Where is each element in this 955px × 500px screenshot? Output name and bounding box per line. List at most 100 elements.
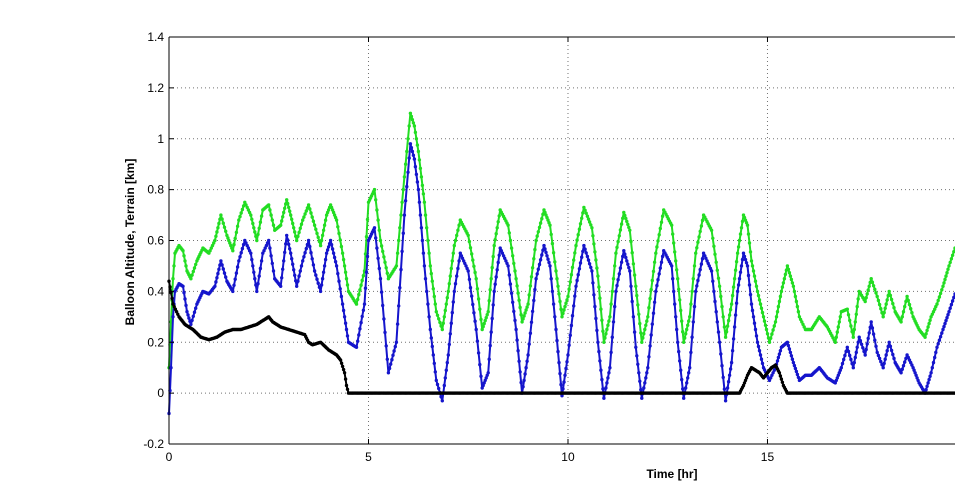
data-point	[846, 313, 851, 317]
data-point	[232, 283, 236, 287]
data-point	[873, 287, 877, 291]
data-point	[240, 207, 245, 212]
data-point	[549, 277, 553, 281]
data-point	[629, 284, 633, 288]
data-point	[758, 302, 763, 306]
data-point	[391, 353, 395, 357]
data-point	[358, 327, 362, 331]
data-point	[382, 317, 386, 321]
data-point	[333, 260, 338, 264]
data-point	[337, 279, 341, 283]
data-point	[253, 277, 257, 281]
data-point	[660, 254, 665, 259]
data-point	[673, 302, 677, 306]
data-point	[301, 218, 305, 222]
data-point	[423, 213, 428, 217]
data-point	[217, 221, 221, 226]
data-point	[611, 320, 616, 324]
data-point	[889, 348, 894, 353]
data-point	[270, 218, 274, 222]
data-point	[726, 318, 731, 323]
data-point	[239, 251, 243, 255]
data-point	[778, 294, 783, 299]
data-point	[846, 349, 851, 354]
data-point	[474, 327, 478, 332]
data-point	[767, 340, 772, 344]
data-point	[221, 267, 225, 271]
data-point	[870, 326, 875, 330]
data-point	[407, 156, 411, 160]
data-point	[651, 269, 656, 274]
data-point	[730, 349, 735, 353]
data-point	[221, 221, 225, 225]
data-point	[793, 366, 798, 371]
data-point	[466, 233, 470, 238]
data-point	[409, 114, 414, 119]
data-point	[746, 232, 751, 236]
data-point	[181, 284, 185, 288]
data-point	[455, 274, 459, 278]
data-point	[774, 315, 779, 319]
data-point	[754, 334, 759, 338]
data-point	[519, 380, 523, 385]
data-point	[310, 215, 314, 219]
data-point	[584, 251, 588, 255]
data-point	[311, 263, 316, 267]
data-point	[943, 277, 947, 282]
data-point	[534, 277, 538, 281]
data-point	[183, 297, 187, 301]
data-point	[405, 184, 409, 189]
data-point	[593, 250, 597, 254]
data-point	[342, 264, 347, 268]
data-point	[400, 200, 404, 204]
data-point	[310, 257, 314, 261]
data-point	[493, 282, 497, 286]
data-point	[291, 262, 295, 266]
data-point	[565, 360, 569, 364]
data-point	[285, 198, 289, 202]
data-point	[475, 287, 480, 291]
data-point	[549, 232, 553, 237]
data-point	[852, 327, 856, 332]
y-axis-label: Balloon Altitude, Terrain [km]	[123, 159, 137, 326]
data-point	[927, 321, 931, 326]
data-point	[910, 363, 914, 367]
data-point	[339, 294, 344, 299]
data-point	[626, 222, 630, 227]
data-point	[775, 310, 780, 314]
series-2	[167, 279, 955, 395]
data-point	[937, 338, 942, 342]
data-point	[592, 293, 596, 297]
data-point	[682, 396, 686, 400]
data-point	[691, 277, 695, 281]
data-point	[418, 213, 423, 217]
data-point	[292, 268, 296, 272]
data-point	[365, 254, 370, 259]
data-point	[656, 278, 660, 282]
data-point	[415, 143, 420, 147]
data-point	[565, 298, 569, 302]
data-point	[296, 279, 300, 283]
data-point	[566, 353, 570, 357]
data-point	[577, 267, 582, 271]
data-point	[949, 302, 954, 307]
data-point	[928, 374, 932, 378]
data-point	[511, 254, 515, 258]
data-point	[428, 327, 432, 332]
data-point	[722, 387, 727, 391]
series-0	[167, 111, 955, 370]
data-point	[842, 357, 846, 362]
data-point	[649, 333, 653, 337]
data-point	[937, 295, 942, 299]
data-point	[634, 345, 638, 349]
data-point	[321, 228, 326, 232]
data-point	[591, 281, 595, 285]
data-point	[625, 259, 629, 263]
data-point	[696, 278, 700, 283]
data-point	[412, 124, 417, 128]
data-point	[741, 383, 746, 388]
data-point	[286, 201, 290, 206]
data-point	[762, 319, 767, 323]
data-point	[344, 383, 349, 388]
data-point	[720, 304, 724, 309]
